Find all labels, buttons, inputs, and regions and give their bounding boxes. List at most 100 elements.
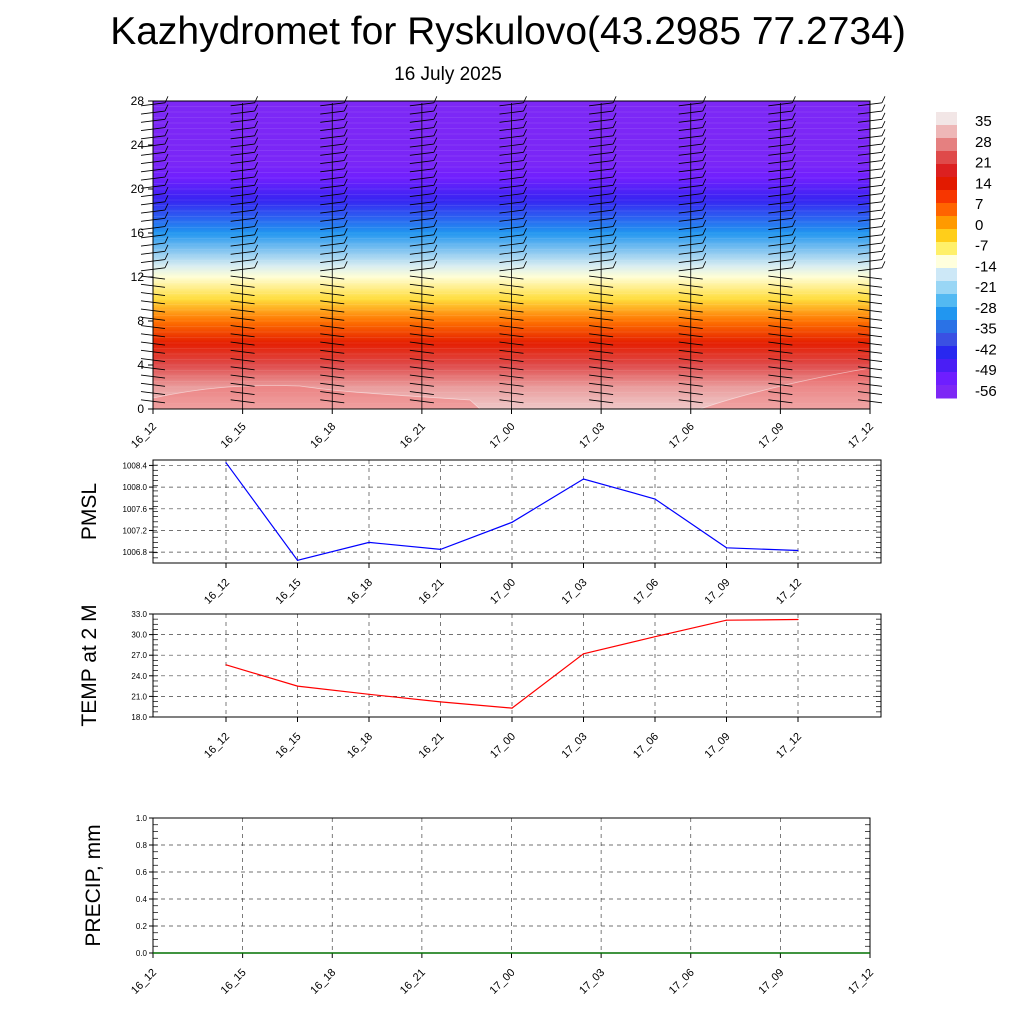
panel-frame [152,459,882,564]
wind-barb-flag [343,195,348,202]
wind-barb-flag [343,112,348,120]
x-tick-label: 16_15 [274,731,304,761]
wind-barb-flag [254,96,258,103]
wind-barb-flag [164,244,169,252]
wind-barb-flag [881,129,886,136]
wind-barb-flag [164,219,169,227]
wind-barb-flag [881,244,886,252]
wind-barb-flag [433,228,438,235]
x-tick-label: 17_12 [774,577,804,607]
y-tick-label: 12 [131,270,145,284]
wind-barb-flag [881,153,886,161]
x-tick-label: 17_09 [703,577,733,607]
wind-barb-flag [881,211,886,219]
wind-barb-flag [254,211,258,219]
colorbar-swatch [936,242,957,256]
wind-barb-flag [612,195,617,202]
x-tick-label: 16_12 [129,421,159,451]
wind-barb-flag [433,261,438,268]
y-axis-label: PRECIP, mm [82,824,105,946]
wind-barb-flag [523,203,527,211]
colorbar-label: 0 [975,217,983,234]
panel-frame [152,613,882,718]
wind-barb-flag [433,112,438,120]
wind-barb-flag [343,96,348,103]
colorbar-swatch [936,294,957,308]
wind-barb-flag [523,178,527,186]
colorbar-swatch [936,138,957,152]
y-tick-label: 1006.8 [123,548,148,557]
wind-barb-flag [164,261,169,268]
wind-barb-flag [612,145,617,153]
wind-barb-flag [164,252,169,260]
wind-barb-flag [343,178,348,186]
colorbar-swatch [936,346,957,360]
wind-barb-flag [881,170,886,178]
wind-barb-flag [523,145,527,153]
wind-barb-flag [612,120,617,128]
x-tick-label: 17_00 [488,967,518,997]
wind-barb-flag [792,219,796,227]
wind-barb-flag [523,211,527,219]
x-tick-label: 17_06 [667,967,697,997]
colorbar-swatch [936,177,957,191]
wind-barb-flag [343,252,348,260]
y-tick-label: 21.0 [131,692,147,701]
wind-barb-flag [792,203,796,211]
wind-barb-flag [254,120,258,128]
wind-barb-flag [523,170,527,178]
x-tick-label: 17_06 [631,577,661,607]
wind-barb-flag [343,120,348,128]
colorbar-swatch [936,372,957,386]
x-tick-label: 16_15 [219,967,249,997]
wind-barb-flag [433,104,438,112]
wind-barb-flag [792,129,796,136]
colorbar-swatch [936,320,957,334]
wind-barb-flag [792,261,796,268]
wind-barb-flag [254,170,258,178]
colorbar-label: -14 [975,258,997,275]
wind-barb-flag [881,104,886,112]
wind-barb-flag [792,244,796,252]
wind-barb-flag [523,252,527,260]
wind-barb-flag [881,236,886,244]
wind-barb-flag [702,211,707,219]
wind-barb-flag [254,203,258,211]
colorbar-swatch [936,151,957,165]
colorbar-swatch [936,359,957,373]
x-tick-label: 17_03 [560,577,590,607]
wind-barb-flag [792,162,796,169]
wind-barb-flag [164,170,169,178]
wind-barb-flag [792,211,796,219]
wind-barb-flag [792,178,796,186]
data-point [296,685,299,687]
wind-barb-flag [792,252,796,260]
wind-barb-flag [523,137,527,145]
wind-barb-flag [164,228,169,235]
wind-barb-flag [523,153,527,161]
wind-barb-flag [433,186,438,194]
wind-barb-flag [164,120,169,128]
wind-barb-flag [612,211,617,219]
x-tick-label: 17_00 [488,421,518,451]
wind-barb-flag [164,203,169,211]
wind-barb-flag [881,145,886,153]
wind-barb-flag [523,162,527,169]
colorbar-swatch [936,125,957,139]
wind-barb-flag [343,145,348,153]
wind-barb-flag [881,203,886,211]
wind-barb-flag [612,178,617,186]
x-tick-label: 17_00 [488,731,518,761]
y-tick-label: 0 [137,402,144,416]
y-tick-label: 8 [137,314,144,328]
data-point [511,707,513,709]
x-tick-label: 16_18 [345,731,375,761]
wind-barb-flag [612,153,617,161]
wind-barb-flag [343,153,348,161]
y-tick-label: 33.0 [131,610,147,619]
wind-barb-flag [433,236,438,244]
wind-barb-flag [254,104,258,112]
wind-barb-flag [433,211,438,219]
data-point [225,462,227,464]
wind-barb-flag [343,228,348,235]
